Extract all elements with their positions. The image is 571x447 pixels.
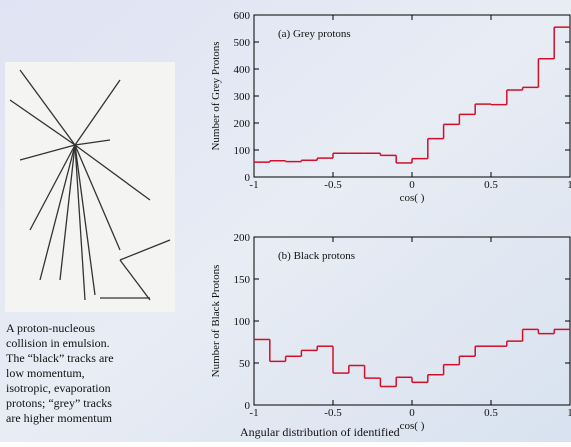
caption-line: protons; “grey” tracks (6, 396, 112, 410)
x-tick-label: 1 (567, 179, 571, 191)
y-tick-label: 400 (234, 64, 251, 76)
caption-line: collision in emulsion. (6, 336, 110, 350)
annotation: (a) Grey protons (278, 28, 351, 40)
annotation: (b) Black protons (278, 250, 355, 262)
y-tick-label: 500 (234, 37, 251, 49)
y-tick-label: 200 (234, 118, 251, 130)
caption-line: are higher momentum (6, 411, 113, 425)
x-tick-label: -1 (249, 407, 258, 419)
y-tick-label: 150 (234, 274, 251, 286)
y-axis-label: Number of Black Protons (210, 265, 222, 378)
emulsion-photo (5, 62, 175, 312)
y-tick-label: 200 (234, 232, 251, 244)
x-tick-label: -1 (249, 179, 258, 191)
y-tick-label: 0 (245, 400, 251, 412)
x-axis-label: cos( ) (400, 420, 425, 432)
caption-line: isotropic, evaporation (6, 381, 111, 395)
x-tick-label: 0.5 (484, 407, 498, 419)
x-tick-label: 0 (409, 179, 415, 191)
x-tick-label: -0.5 (324, 179, 342, 191)
x-tick-label: 0 (409, 407, 415, 419)
caption-line: A proton-nucleous (6, 321, 95, 335)
caption-line: low momentum, (6, 366, 85, 380)
x-tick-label: 0.5 (484, 179, 498, 191)
y-tick-label: 50 (239, 358, 251, 370)
y-tick-label: 100 (234, 316, 251, 328)
y-tick-label: 0 (245, 172, 251, 184)
x-tick-label: -0.5 (324, 407, 342, 419)
y-tick-label: 300 (234, 91, 251, 103)
caption-line: The “black” tracks are (6, 351, 114, 365)
x-tick-label: 1 (567, 407, 571, 419)
footer: Angular distribution of identified (240, 425, 400, 439)
y-tick-label: 100 (234, 145, 251, 157)
x-axis-label: cos( ) (400, 192, 425, 204)
y-tick-label: 600 (234, 10, 251, 22)
y-axis-label: Number of Grey Protons (210, 41, 222, 150)
